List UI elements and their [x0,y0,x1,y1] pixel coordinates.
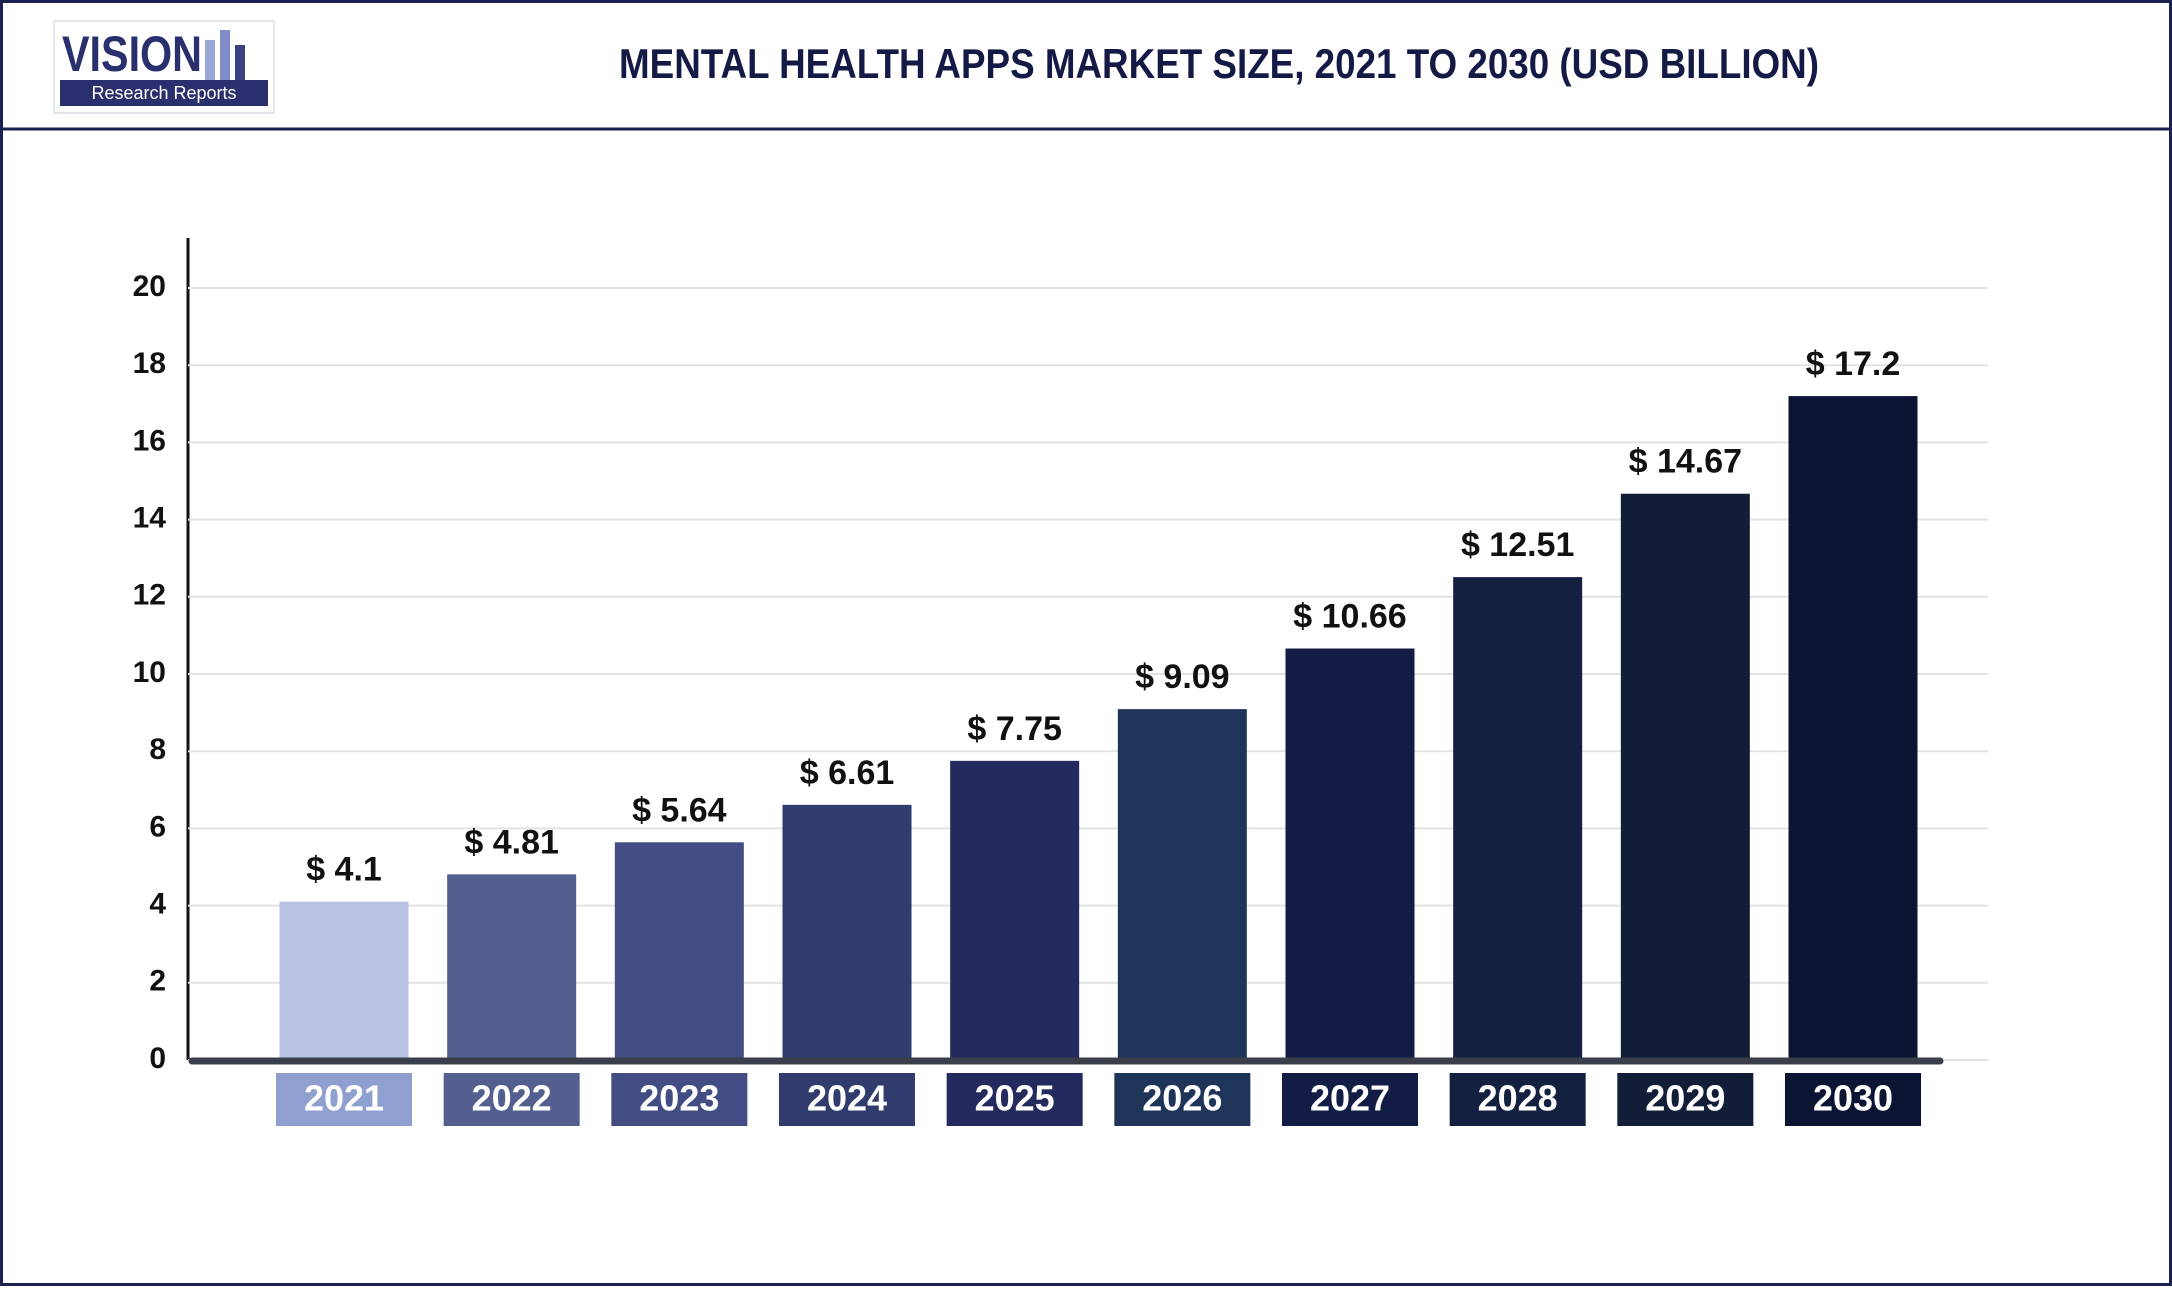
logo-band [60,80,268,106]
bar [1620,493,1750,1060]
value-label: $ 4.1 [306,851,382,889]
y-tick-label: 4 [149,888,166,921]
value-label: $ 9.09 [1135,658,1230,696]
bar [614,842,744,1060]
y-tick-label: 6 [149,810,166,843]
chart-title: MENTAL HEALTH APPS MARKET SIZE, 2021 TO … [619,40,1819,87]
x-tick-label: 2028 [1478,1078,1558,1119]
x-tick-label: 2029 [1645,1078,1725,1119]
y-tick-label: 14 [133,502,167,535]
bar [1788,396,1918,1061]
value-label: $ 7.75 [967,710,1062,748]
category-box [946,1073,1083,1126]
y-tick-label: 0 [149,1042,166,1075]
value-label: $ 6.61 [800,754,895,792]
x-tick-label: 2022 [472,1078,552,1119]
x-tick-label: 2023 [639,1078,719,1119]
x-tick-label: 2025 [975,1078,1055,1119]
category-box [443,1073,580,1126]
bar [447,874,577,1060]
bar [1285,648,1415,1060]
logo: VISION Research Reports [53,20,275,114]
logo-bar [220,30,230,80]
logo-name: VISION [62,26,202,82]
value-label: $ 4.81 [464,823,559,861]
logo-bar [205,40,215,80]
value-label: $ 5.64 [632,791,727,829]
category-box [1617,1073,1754,1126]
category-box [611,1073,748,1126]
x-tick-label: 2030 [1813,1078,1893,1119]
category-box [1785,1073,1921,1126]
y-tick-label: 20 [133,270,166,303]
bar [1117,709,1247,1060]
x-tick-label: 2021 [304,1078,384,1119]
x-tick-label: 2027 [1310,1078,1390,1119]
y-tick-label: 12 [133,579,166,612]
category-box [1282,1073,1418,1126]
y-tick-label: 2 [149,965,166,998]
value-label: $ 17.2 [1806,345,1901,383]
value-label: $ 14.67 [1629,443,1742,481]
bar [782,804,912,1060]
value-label: $ 12.51 [1461,526,1574,564]
y-tick-label: 8 [149,733,166,766]
value-label: $ 10.66 [1293,598,1406,636]
bar [279,901,409,1060]
category-box [1449,1073,1586,1126]
y-tick-label: 16 [133,424,166,457]
logo-tagline: Research Reports [91,83,236,103]
bar [950,760,1080,1060]
logo-bar [235,45,245,80]
y-tick-label: 18 [133,347,166,380]
y-tick-label: 10 [133,656,166,689]
bar [1453,577,1583,1060]
x-tick-label: 2024 [807,1078,887,1119]
x-tick-label: 2026 [1142,1078,1222,1119]
category-box [1114,1073,1251,1126]
category-box [276,1073,412,1126]
category-box [779,1073,915,1126]
